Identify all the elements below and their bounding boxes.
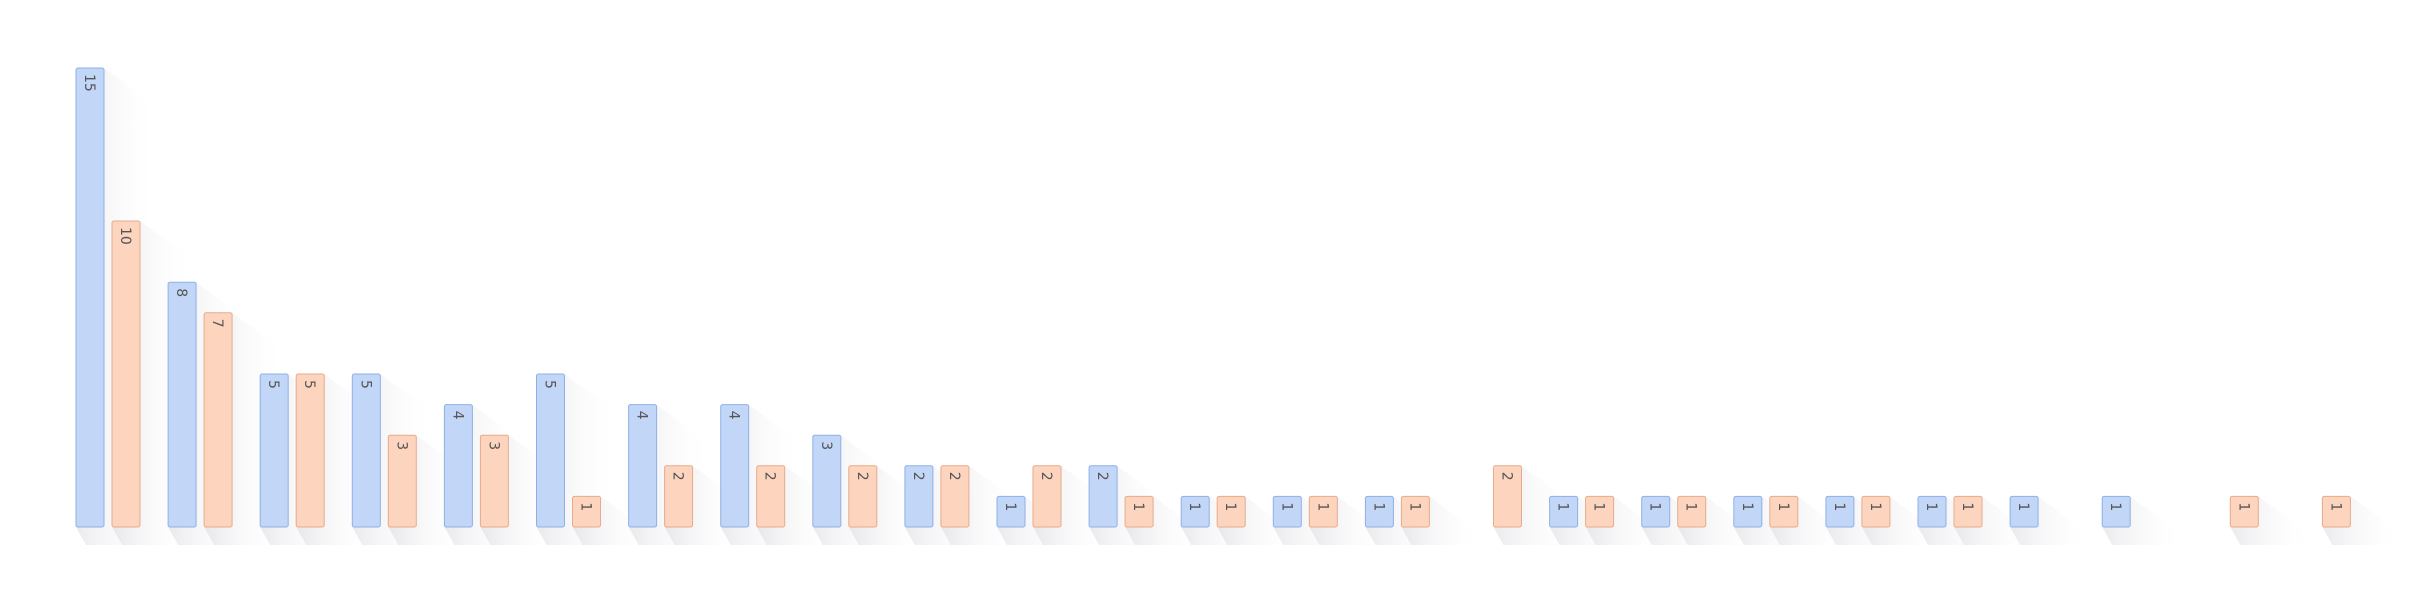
bar-value-label: 8 [173, 288, 189, 297]
bar-value-label: 1 [1867, 502, 1883, 511]
bar-value-label: 1 [1647, 502, 1663, 511]
bar-value-label: 1 [1222, 502, 1238, 511]
bar-series-2-group-25 [2321, 495, 2351, 528]
bar-value-label: 1 [578, 502, 594, 511]
bar-value-label: 5 [265, 380, 281, 389]
bar-value-label: 2 [910, 472, 926, 481]
bar-series-1-group-18 [1641, 495, 1671, 528]
bar-value-label: 3 [485, 441, 501, 450]
bar-value-label: 1 [1923, 502, 1939, 511]
bar-value-label: 2 [946, 472, 962, 481]
bar-series-1-group-19 [1733, 495, 1763, 528]
bar-series-1-group-2 [167, 281, 197, 528]
bar-series-2-group-21 [1953, 495, 1983, 528]
bars: 15 10 8 7 5 5 5 3 4 3 5 1 4 2 4 2 3 2 2 2 1 2 2 1 1 1 1 1 1 1 2 1 1 1 1 1 1 1… [75, 67, 2351, 528]
bar-series-2-group-19 [1769, 495, 1799, 528]
bar-value-label: 1 [1186, 502, 1202, 511]
bar-value-label: 1 [1278, 502, 1294, 511]
bar-series-2-group-17 [1585, 495, 1615, 528]
bar-series-1-group-1 [75, 67, 105, 528]
bar-series-1-group-22 [2009, 495, 2039, 528]
bar-series-1-group-3 [259, 373, 289, 528]
bar-series-1-group-7 [628, 404, 658, 528]
bar-value-label: 2 [762, 472, 778, 481]
bar-value-label: 1 [2107, 502, 2123, 511]
bar-value-label: 10 [117, 227, 133, 245]
bar-series-2-group-20 [1861, 495, 1891, 528]
bar-series-2-group-18 [1677, 495, 1707, 528]
bar-series-2-group-14 [1308, 495, 1338, 528]
bar-series-1-group-5 [443, 404, 473, 528]
bar-series-1-group-8 [720, 404, 750, 528]
bar-value-label: 1 [1831, 502, 1847, 511]
bar-series-2-group-2 [203, 312, 233, 528]
bar-series-2-group-1 [111, 220, 141, 528]
bar-value-label: 3 [393, 441, 409, 450]
bar-series-1-group-10 [904, 465, 934, 528]
bar-series-1-group-4 [351, 373, 381, 528]
bar-series-2-group-16 [1493, 465, 1522, 528]
bar-series-2-group-6 [572, 495, 601, 528]
bar-series-2-group-3 [295, 373, 325, 528]
bar-series-2-group-4 [387, 434, 417, 528]
bar-value-label: 2 [854, 472, 870, 481]
bar-value-label: 15 [81, 74, 97, 92]
bar-series-1-group-14 [1272, 495, 1302, 528]
bar-series-2-group-9 [848, 465, 878, 528]
bar-value-label: 1 [1130, 502, 1146, 511]
bar-series-2-group-8 [756, 465, 786, 528]
bar-series-1-group-9 [812, 434, 842, 528]
bar-value-label: 1 [1406, 502, 1422, 511]
bar-value-label: 1 [2235, 502, 2251, 511]
bar-value-label: 4 [634, 411, 650, 420]
bar-series-1-group-21 [1917, 495, 1947, 528]
bar-series-2-group-15 [1400, 495, 1430, 528]
bar-series-1-group-15 [1364, 495, 1394, 528]
bar-value-label: 2 [1499, 472, 1515, 481]
bar-series-2-group-11 [1032, 465, 1062, 528]
bar-value-label: 4 [449, 411, 465, 420]
bar-value-label: 3 [818, 441, 834, 450]
bar-value-label: 1 [1959, 502, 1975, 511]
bar-series-2-group-13 [1216, 495, 1246, 528]
bar-value-label: 1 [1314, 502, 1330, 511]
bar-shadows [76, 68, 2406, 545]
bar-value-label: 2 [1038, 472, 1054, 481]
bar-series-1-group-12 [1088, 465, 1118, 528]
bar-value-label: 1 [1002, 502, 1018, 511]
bar-value-label: 5 [357, 380, 373, 389]
bar-series-1-group-23 [2101, 495, 2131, 528]
bar-value-label: 1 [1370, 502, 1386, 511]
bar-value-label: 1 [2327, 502, 2343, 511]
bar-series-1-group-17 [1549, 495, 1579, 528]
bar-series-2-group-5 [479, 434, 509, 528]
bar-series-2-group-12 [1124, 495, 1154, 528]
bar-series-2-group-10 [940, 465, 970, 528]
bar-value-label: 5 [542, 380, 558, 389]
bar-value-label: 1 [1591, 502, 1607, 511]
bar-series-1-group-11 [996, 495, 1026, 528]
bar-value-label: 7 [209, 319, 225, 328]
bar-series-1-group-13 [1180, 495, 1210, 528]
bar-series-1-group-20 [1825, 495, 1855, 528]
bar-value-label: 1 [1555, 502, 1571, 511]
bar-value-label: 2 [1094, 472, 1110, 481]
bar-value-label: 1 [1775, 502, 1791, 511]
bar-value-label: 5 [301, 380, 317, 389]
bar-value-label: 2 [670, 472, 686, 481]
bar-value-label: 1 [1683, 502, 1699, 511]
bar-series-1-group-6 [536, 373, 565, 528]
bar-series-2-group-7 [664, 465, 694, 528]
bar-value-label: 1 [1739, 502, 1755, 511]
bar-series-2-group-24 [2229, 495, 2259, 528]
bar-value-label: 4 [726, 411, 742, 420]
bar-value-label: 1 [2015, 502, 2031, 511]
